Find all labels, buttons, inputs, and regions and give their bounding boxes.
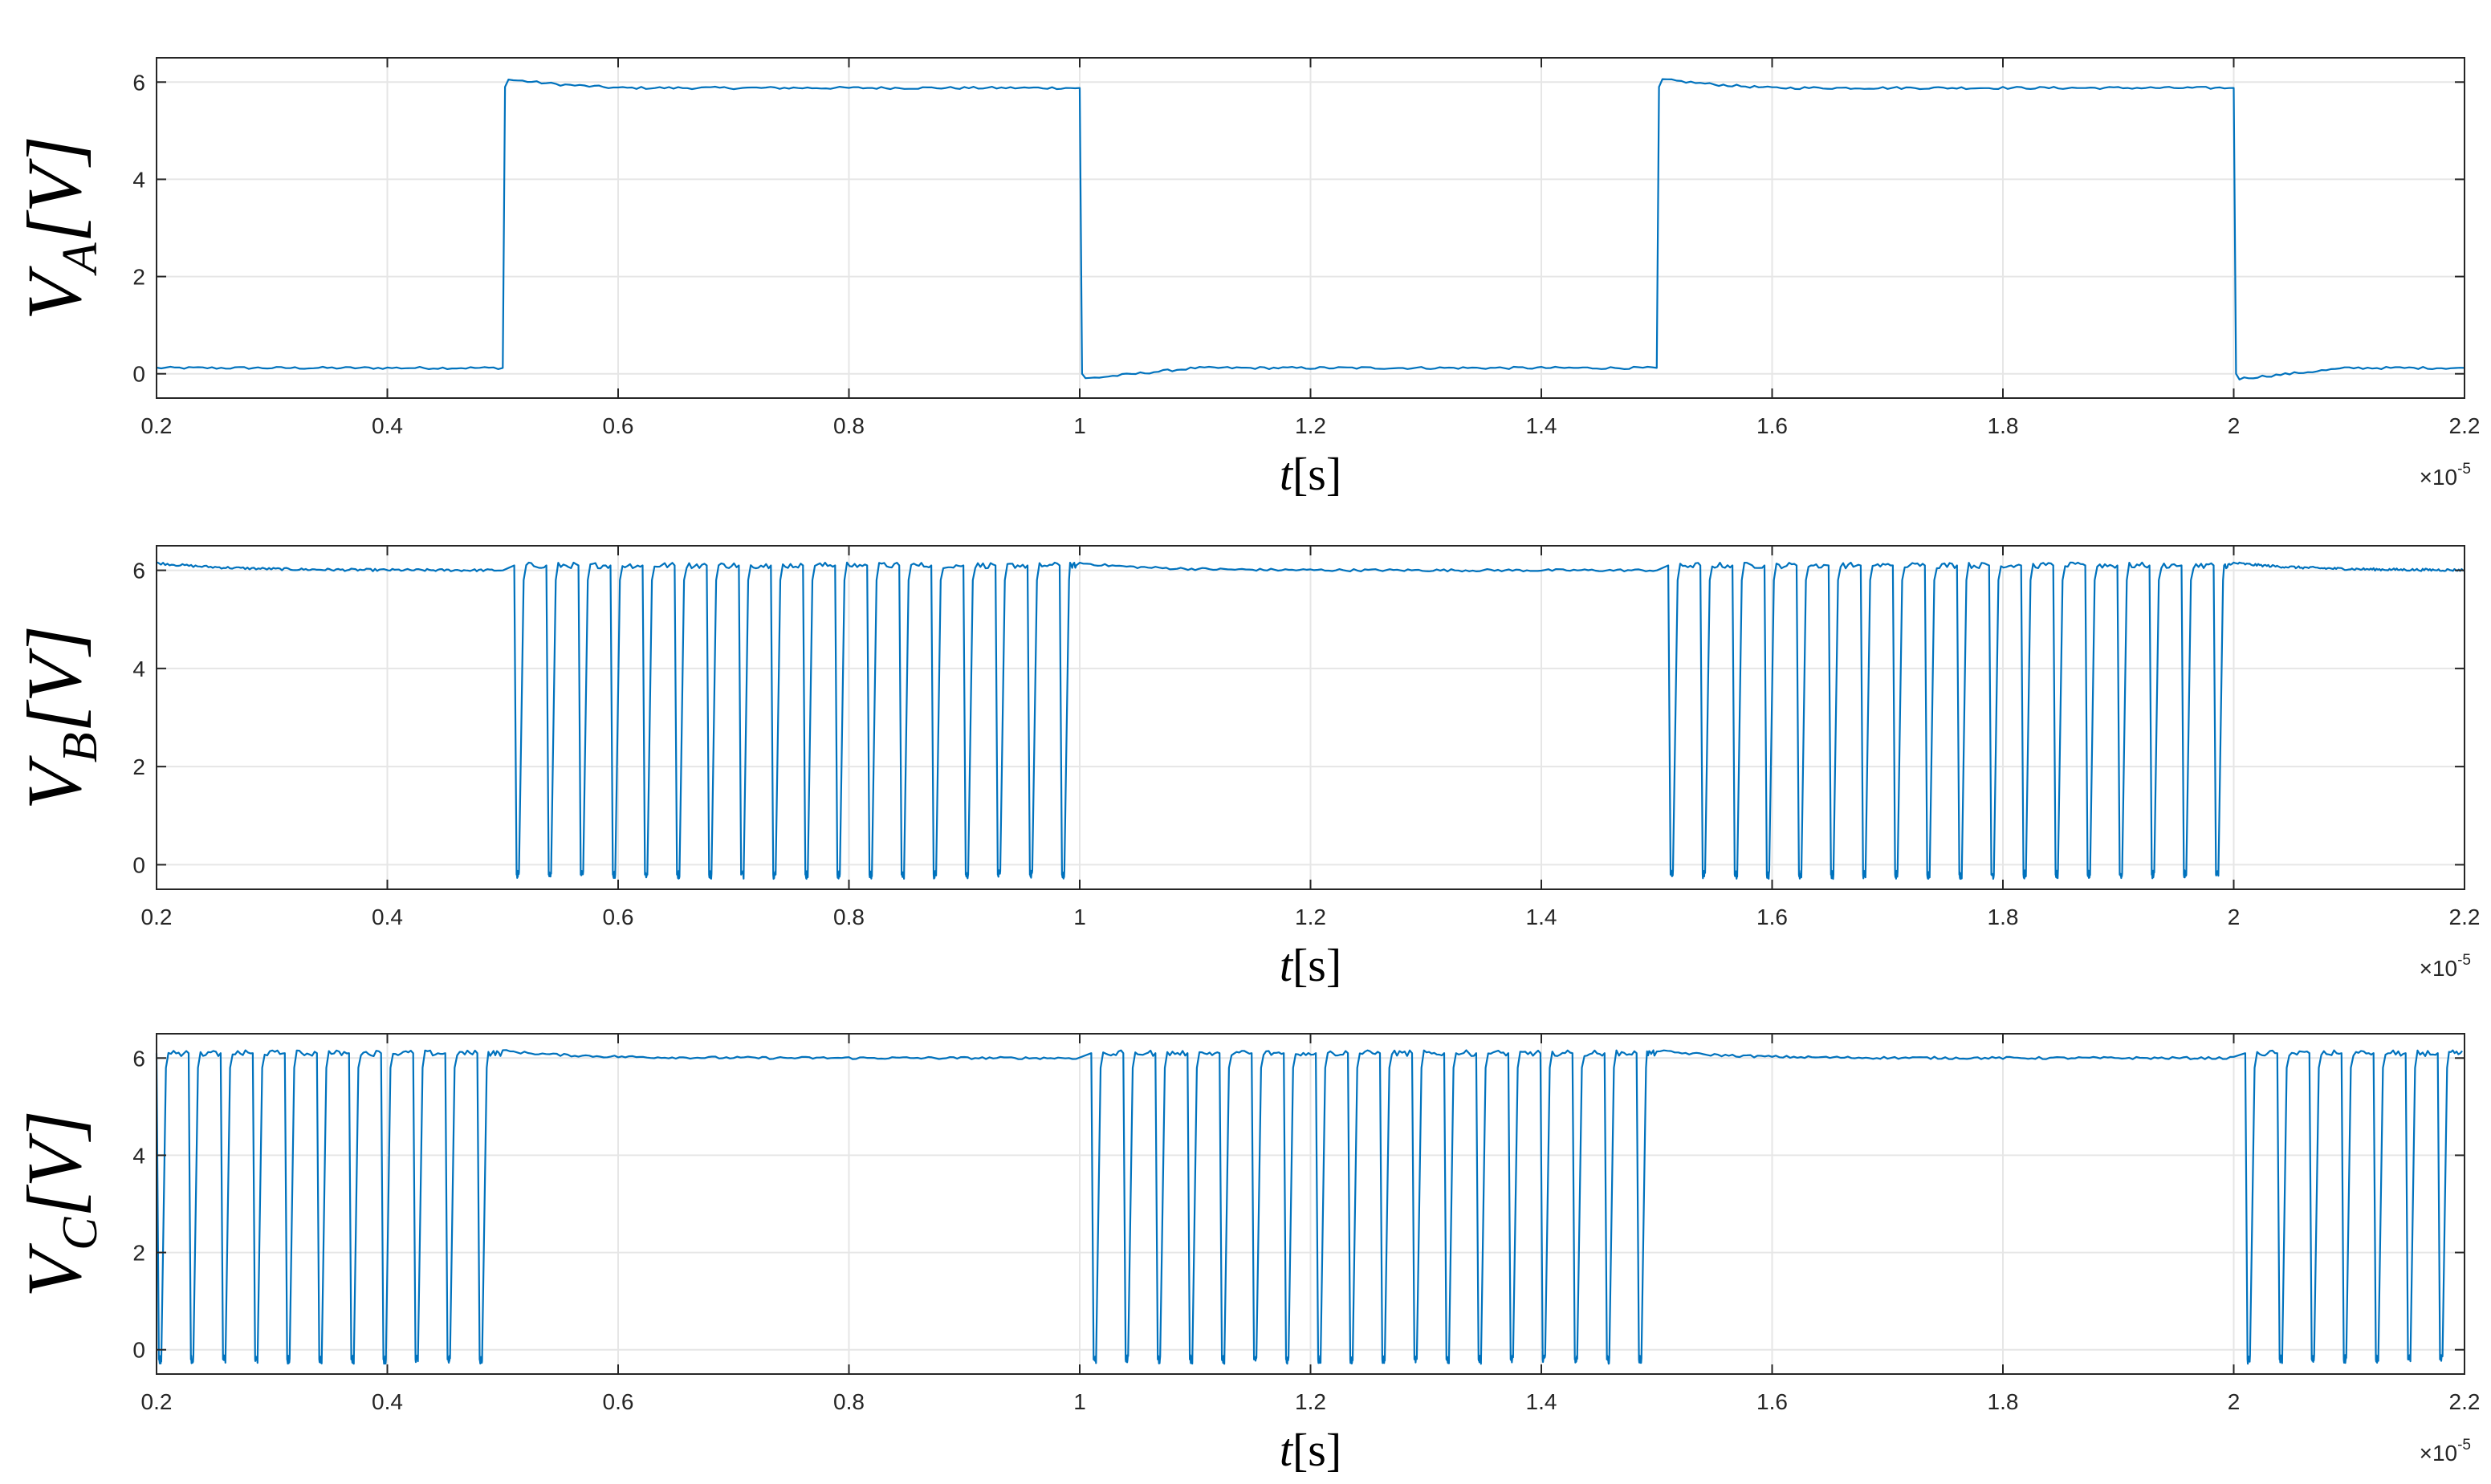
x-multiplier-exponent: -5 (2457, 952, 2471, 969)
y-tick-label: 0 (132, 1338, 145, 1363)
x-axis-label: t[s] (1280, 1424, 1341, 1476)
x-tick-label: 0.6 (603, 413, 634, 438)
x-axis-multiplier: ×10-5 (2420, 952, 2471, 981)
y-tick-label: 4 (132, 1143, 145, 1168)
x-tick-label: 1 (1073, 1389, 1086, 1414)
x-tick-label: 1.4 (1526, 1389, 1557, 1414)
x-tick-label: 0.2 (141, 905, 173, 929)
y-tick-label: 6 (132, 70, 145, 95)
y-axis-subscript: A (53, 242, 108, 276)
series-line (155, 1049, 2463, 1365)
x-tick-label: 1.2 (1295, 413, 1326, 438)
x-tick-label: 1.6 (1756, 413, 1788, 438)
y-tick-label: 0 (132, 362, 145, 387)
x-tick-label: 2 (2228, 413, 2241, 438)
x-tick-label: 2 (2228, 1389, 2241, 1414)
y-axis-symbol: V (11, 755, 97, 810)
y-axis-subscript: B (53, 732, 108, 762)
x-axis-unit: [s] (1292, 1424, 1341, 1476)
x-multiplier-exponent: -5 (2457, 1437, 2471, 1454)
x-axis-label: t[s] (1280, 448, 1341, 500)
x-tick-label: 1.4 (1526, 905, 1557, 929)
y-axis-subscript: C (53, 1217, 108, 1250)
y-axis-label: VC[V] (11, 1110, 108, 1297)
x-tick-label: 0.6 (603, 905, 634, 929)
x-tick-label: 0.8 (833, 413, 865, 438)
x-tick-label: 0.2 (141, 1389, 173, 1414)
y-axis-label: VA[V] (11, 136, 108, 320)
x-tick-label: 1.8 (1988, 413, 2019, 438)
x-tick-label: 0.6 (603, 1389, 634, 1414)
x-tick-label: 2.2 (2449, 1389, 2481, 1414)
x-multiplier-base: ×10 (2420, 465, 2458, 490)
x-tick-label: 2 (2228, 905, 2241, 929)
x-axis-unit: [s] (1292, 448, 1341, 500)
panel-vb: 0.2 0.4 0.6 0.8 1 1.2 1.4 1.6 1.8 2 2.20246×10-5t[… (11, 545, 2481, 991)
x-axis-unit: [s] (1292, 939, 1341, 991)
panel-vc: 0.2 0.4 0.6 0.8 1 1.2 1.4 1.6 1.8 2 2.20246×10-5t[… (11, 1033, 2481, 1476)
x-axis-label: t[s] (1280, 939, 1341, 991)
svg-text:VC[V]: VC[V] (11, 1110, 108, 1297)
svg-text:VB[V]: VB[V] (11, 625, 108, 810)
y-axis-label: VB[V] (11, 625, 108, 810)
x-tick-label: 2.2 (2449, 413, 2481, 438)
x-axis-multiplier: ×10-5 (2420, 1437, 2471, 1466)
x-tick-label: 1.8 (1988, 1389, 2019, 1414)
y-tick-label: 2 (132, 754, 145, 779)
x-multiplier-exponent: -5 (2457, 461, 2471, 478)
series-line (156, 561, 2465, 880)
x-tick-label: 0.8 (833, 905, 865, 929)
series-line (156, 78, 2465, 380)
y-axis-unit: [V] (11, 136, 97, 242)
x-tick-label: 1.2 (1295, 905, 1326, 929)
y-tick-label: 6 (132, 559, 145, 583)
x-tick-label: 0.4 (372, 413, 403, 438)
x-tick-label: 1 (1073, 905, 1086, 929)
x-multiplier-base: ×10 (2420, 1441, 2458, 1466)
y-tick-label: 4 (132, 167, 145, 192)
y-tick-label: 6 (132, 1046, 145, 1071)
x-tick-label: 1.4 (1526, 413, 1557, 438)
x-axis-variable: t (1280, 939, 1294, 991)
panel-va: 0.2 0.4 0.6 0.8 1 1.2 1.4 1.6 1.8 2 2.20246×10-5t[… (11, 57, 2481, 500)
x-axis-variable: t (1280, 1424, 1294, 1476)
y-axis-unit: [V] (11, 1110, 97, 1217)
x-tick-label: 0.8 (833, 1389, 865, 1414)
svg-text:VA[V]: VA[V] (11, 136, 108, 320)
x-tick-label: 2.2 (2449, 905, 2481, 929)
y-tick-label: 2 (132, 265, 145, 290)
y-axis-symbol: V (11, 1243, 97, 1298)
x-tick-label: 0.4 (372, 1389, 403, 1414)
x-tick-label: 1.6 (1756, 905, 1788, 929)
x-tick-label: 1.2 (1295, 1389, 1326, 1414)
x-multiplier-base: ×10 (2420, 956, 2458, 981)
x-tick-label: 1.6 (1756, 1389, 1788, 1414)
x-tick-label: 1 (1073, 413, 1086, 438)
y-tick-label: 4 (132, 657, 145, 681)
y-tick-label: 2 (132, 1241, 145, 1266)
x-axis-multiplier: ×10-5 (2420, 461, 2471, 490)
y-axis-symbol: V (11, 266, 97, 320)
x-tick-label: 0.2 (141, 413, 173, 438)
x-axis-variable: t (1280, 448, 1294, 500)
y-tick-label: 0 (132, 852, 145, 877)
x-tick-label: 0.4 (372, 905, 403, 929)
y-axis-unit: [V] (11, 625, 97, 732)
x-tick-label: 1.8 (1988, 905, 2019, 929)
